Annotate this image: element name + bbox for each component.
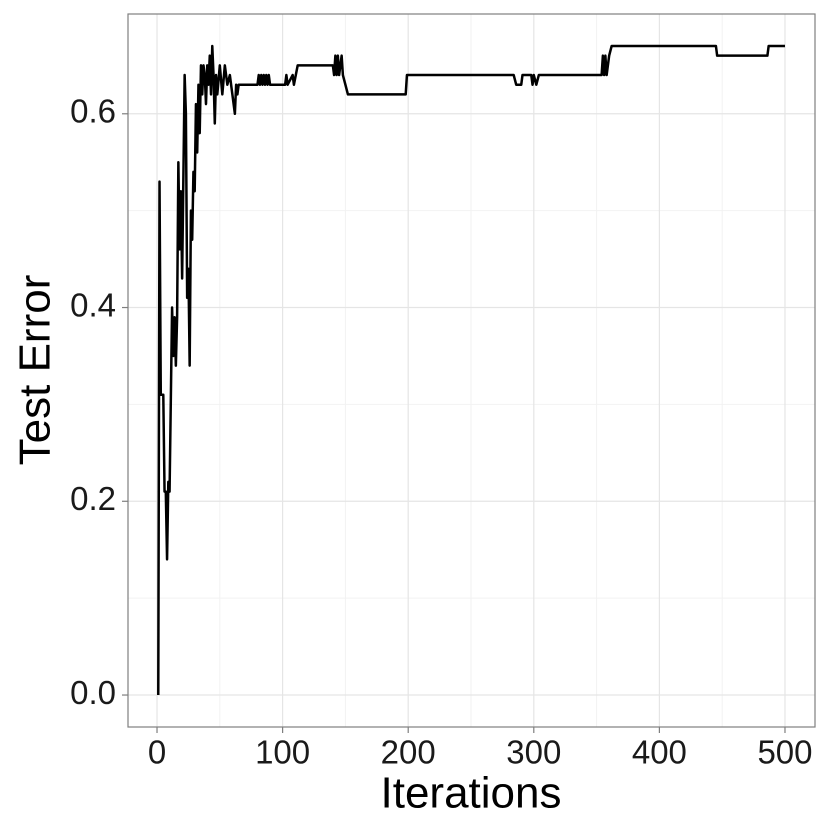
- x-tick-label: 100: [255, 734, 310, 771]
- y-tick-label: 0.0: [70, 674, 116, 711]
- panel-border: [127, 13, 816, 728]
- panel: [128, 14, 815, 727]
- grid: [128, 14, 815, 727]
- plot-area: [157, 44, 785, 696]
- y-tick-label: 0.4: [70, 286, 116, 323]
- line: [157, 44, 785, 696]
- x-tick-label: 0: [148, 734, 166, 771]
- x-tick-label: 300: [506, 734, 561, 771]
- y-tick-label: 0.2: [70, 480, 116, 517]
- x-tick-label: 500: [757, 734, 812, 771]
- x-tick-label: 200: [381, 734, 436, 771]
- x-tick-label: 400: [632, 734, 687, 771]
- x-axis-title: Iterations: [381, 769, 562, 818]
- y-tick-label: 0.6: [70, 93, 116, 130]
- y-axis-title: Test Error: [11, 275, 60, 466]
